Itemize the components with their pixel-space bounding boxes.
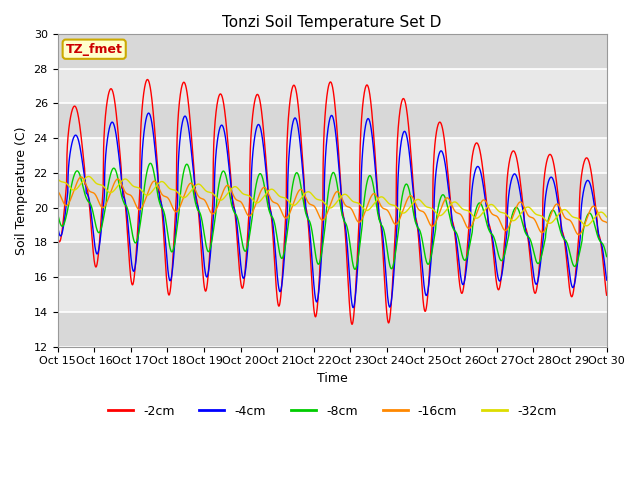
-4cm <box>172 232 179 238</box>
Legend: -2cm, -4cm, -8cm, -16cm, -32cm: -2cm, -4cm, -8cm, -16cm, -32cm <box>103 400 561 423</box>
-8cm <box>603 254 611 260</box>
-4cm <box>207 244 215 250</box>
-16cm <box>77 174 85 180</box>
-8cm <box>207 242 215 248</box>
-8cm <box>172 237 179 243</box>
-2cm <box>396 112 403 118</box>
-4cm <box>349 305 357 311</box>
-8cm <box>351 266 359 272</box>
-32cm <box>84 174 92 180</box>
Bar <box>58 173 607 208</box>
-16cm <box>54 188 61 194</box>
Line: -2cm: -2cm <box>58 80 607 324</box>
-8cm <box>54 210 61 216</box>
-32cm <box>603 214 611 220</box>
-32cm <box>386 201 394 207</box>
Bar <box>58 34 607 69</box>
Bar <box>58 242 607 277</box>
Bar <box>58 138 607 173</box>
Bar <box>58 208 607 242</box>
Bar <box>58 312 607 347</box>
-32cm <box>54 176 61 181</box>
-8cm <box>147 160 154 166</box>
-8cm <box>386 263 394 268</box>
Line: -16cm: -16cm <box>58 177 607 235</box>
-2cm <box>386 315 394 321</box>
Bar <box>58 277 607 312</box>
-8cm <box>603 253 611 259</box>
-4cm <box>54 223 61 228</box>
Line: -8cm: -8cm <box>58 163 607 269</box>
-2cm <box>54 233 61 239</box>
-2cm <box>551 167 559 172</box>
-8cm <box>396 216 403 221</box>
-2cm <box>207 230 215 236</box>
Y-axis label: Soil Temperature (C): Soil Temperature (C) <box>15 126 28 254</box>
-16cm <box>575 232 582 238</box>
-4cm <box>603 276 611 282</box>
-2cm <box>172 213 179 218</box>
X-axis label: Time: Time <box>317 372 348 385</box>
-2cm <box>348 322 356 327</box>
-16cm <box>603 219 611 225</box>
-8cm <box>551 209 559 215</box>
-32cm <box>396 207 403 213</box>
-2cm <box>143 77 151 83</box>
-16cm <box>603 219 611 225</box>
-16cm <box>172 209 179 215</box>
-16cm <box>386 211 394 217</box>
Line: -4cm: -4cm <box>58 113 607 308</box>
-32cm <box>551 217 559 223</box>
-32cm <box>603 214 611 219</box>
-32cm <box>207 190 215 195</box>
-4cm <box>551 182 559 188</box>
Bar <box>58 69 607 104</box>
Title: Tonzi Soil Temperature Set D: Tonzi Soil Temperature Set D <box>222 15 442 30</box>
-32cm <box>582 223 590 228</box>
-32cm <box>172 188 179 193</box>
Text: TZ_fmet: TZ_fmet <box>66 43 123 56</box>
-16cm <box>207 210 215 216</box>
-2cm <box>603 292 611 298</box>
-4cm <box>603 277 611 283</box>
Bar <box>58 104 607 138</box>
-4cm <box>145 110 152 116</box>
Line: -32cm: -32cm <box>58 177 607 226</box>
-4cm <box>396 154 403 160</box>
-16cm <box>396 217 403 223</box>
-4cm <box>386 304 394 310</box>
-2cm <box>603 291 611 297</box>
-16cm <box>551 203 559 209</box>
